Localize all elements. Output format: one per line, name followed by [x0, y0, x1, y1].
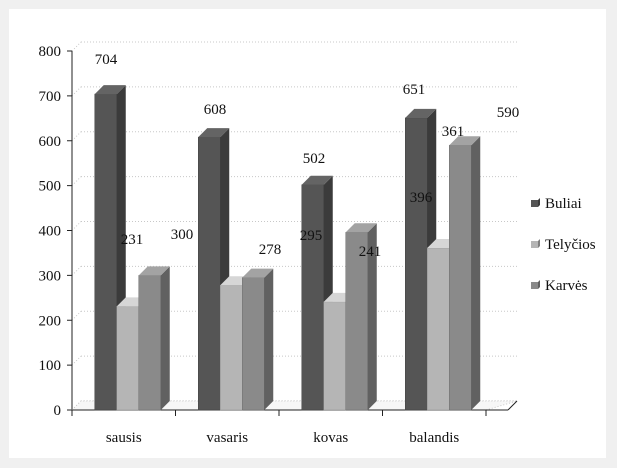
x-tick-label: vasaris	[206, 430, 248, 446]
bar-top	[138, 266, 170, 276]
legend-swatch	[531, 200, 538, 207]
data-label: 361	[442, 124, 465, 140]
legend-swatch-side	[538, 280, 540, 289]
bar-front	[198, 136, 221, 411]
data-label: 300	[171, 227, 194, 243]
y-tick-label: 500	[39, 179, 62, 195]
gridline-side	[71, 176, 82, 186]
bars	[94, 85, 481, 411]
bar-front	[405, 117, 428, 411]
legend-label: Telyčios	[545, 237, 596, 253]
gridline-side	[71, 131, 82, 142]
bar-front	[323, 301, 346, 411]
bar-top	[94, 85, 126, 95]
legend-swatch	[531, 282, 538, 289]
x-tick-label: kovas	[313, 430, 348, 446]
bar-side	[264, 268, 274, 410]
bar-top	[345, 223, 377, 233]
bar-side	[471, 136, 481, 411]
data-label: 704	[95, 52, 118, 68]
bar-top	[198, 128, 230, 138]
y-tick-label: 0	[54, 403, 62, 419]
x-tick-label: balandis	[409, 430, 459, 446]
y-tick-label: 400	[39, 224, 62, 240]
bar-top	[449, 136, 481, 146]
bar-front	[427, 247, 450, 411]
bar-front	[242, 277, 265, 411]
x-axis-depth-line	[507, 400, 518, 411]
legend-swatch-side	[538, 239, 540, 248]
x-tick-label: sausis	[106, 430, 142, 446]
y-tick-label: 800	[39, 44, 62, 60]
legend: Buliai Telyčios Karvės	[531, 196, 596, 294]
bar-top	[242, 268, 274, 278]
data-label: 590	[497, 105, 520, 121]
bar-top	[405, 108, 437, 118]
y-tick-label: 600	[39, 134, 62, 150]
bar-front	[301, 184, 324, 411]
gridline-side	[71, 41, 82, 52]
data-label: 502	[303, 151, 326, 167]
data-label: 396	[410, 190, 433, 206]
y-tick-label: 200	[39, 313, 62, 329]
bar-side	[367, 223, 377, 410]
bar-front	[220, 284, 243, 411]
data-label: 241	[359, 244, 382, 260]
y-tick-label: 700	[39, 89, 62, 105]
bar-front	[138, 275, 161, 411]
legend-label: Karvės	[545, 278, 588, 294]
gridline-side	[71, 221, 82, 231]
bar-side	[160, 266, 170, 410]
gridline-side	[71, 266, 82, 276]
data-label: 231	[121, 232, 144, 248]
y-tick-label: 100	[39, 358, 62, 374]
bar-chart: 0 100 200 300 400 500 600 700 800 sausis vasaris ko…	[39, 41, 596, 446]
bar-front	[449, 144, 472, 411]
gridline-side	[71, 86, 82, 97]
data-labels: 704 231 300 608 278 295 502 241 396 651 361 590	[95, 52, 520, 260]
data-label: 651	[403, 82, 426, 98]
bar-front	[94, 93, 117, 411]
legend-swatch	[531, 241, 538, 248]
bar-front	[116, 306, 139, 411]
y-tick-label: 300	[39, 268, 62, 284]
data-label: 278	[259, 242, 282, 258]
data-label: 295	[300, 228, 323, 244]
data-label: 608	[204, 102, 227, 118]
gridline-side	[71, 310, 82, 321]
legend-label: Buliai	[545, 196, 582, 212]
bar-top	[301, 175, 333, 185]
gridline-side	[71, 355, 82, 366]
chart-frame: 0 100 200 300 400 500 600 700 800 sausis vasaris ko…	[9, 9, 606, 458]
legend-swatch-side	[538, 198, 540, 207]
